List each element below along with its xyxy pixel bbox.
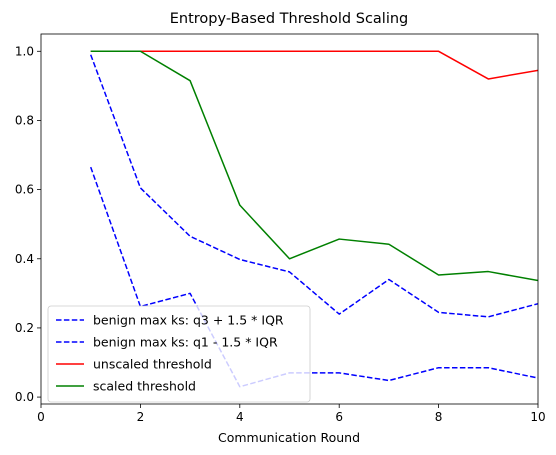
- legend-label: benign max ks: q1 - 1.5 * IQR: [93, 335, 278, 350]
- y-tick-label: 0.8: [15, 113, 34, 127]
- legend: benign max ks: q3 + 1.5 * IQR benign max …: [47, 305, 311, 403]
- series-line-3: [90, 50, 538, 80]
- x-tick-label: 4: [236, 410, 244, 424]
- chart-title: Entropy-Based Threshold Scaling: [170, 11, 409, 27]
- legend-box: [47, 305, 311, 403]
- legend-label: benign max ks: q3 + 1.5 * IQR: [93, 313, 284, 328]
- x-tick-label: 6: [335, 410, 343, 424]
- x-tick-label: 8: [435, 410, 443, 424]
- y-tick-label: 0.2: [15, 321, 34, 335]
- series-group: [89, 50, 538, 388]
- series-line-2: [89, 166, 538, 388]
- x-tick-label: 2: [137, 410, 145, 424]
- x-axis-label: Communication Round: [218, 430, 360, 445]
- y-tick-label: 0.6: [15, 183, 34, 197]
- legend-label: unscaled threshold: [93, 357, 212, 372]
- x-tick-label: 10: [530, 410, 545, 424]
- x-tick-label: 0: [37, 410, 45, 424]
- y-tick-label: 1.0: [15, 44, 34, 58]
- y-tick-label: 0.4: [15, 252, 34, 266]
- series-line-4: [90, 50, 538, 282]
- legend-label: scaled threshold: [93, 379, 196, 394]
- series-line-1: [89, 54, 538, 318]
- plot-area: 0 2 4 6 8 10 0.0 0.2 0.4 0.6 0.8 1.0 benign max ks: …: [15, 33, 546, 424]
- axes-frame: [40, 33, 539, 405]
- y-tick-label: 0.0: [15, 390, 34, 404]
